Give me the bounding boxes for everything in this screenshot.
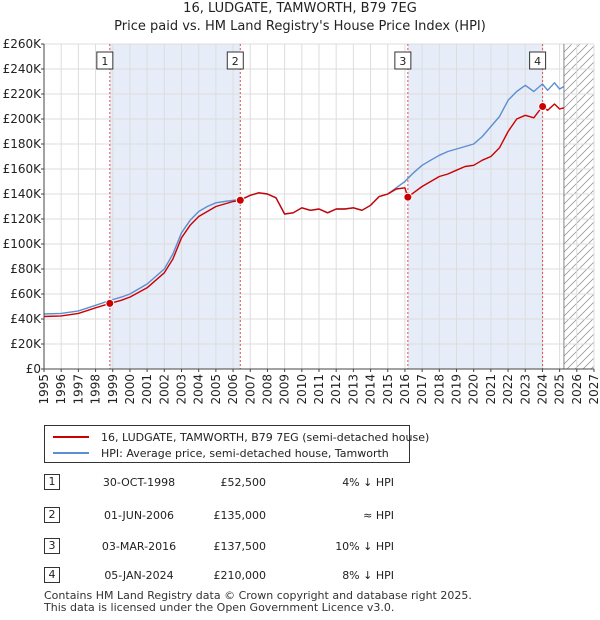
x-tick-label: 2017 [415,374,429,405]
legend-item-property: 16, LUDGATE, TAMWORTH, B79 7EG (semi-det… [53,429,429,445]
chart-title: 16, LUDGATE, TAMWORTH, B79 7EG [183,1,417,16]
sale-date: 01-JUN-2006 [103,509,175,522]
x-tick-label: 2025 [553,374,567,405]
footer-attribution: Contains HM Land Registry data © Crown c… [44,590,472,614]
sale-date: 05-JAN-2024 [104,569,174,582]
y-tick-label: £40K [10,312,42,326]
sale-date: 30-OCT-1998 [102,476,176,489]
y-tick-label: £120K [3,212,43,226]
x-tick-label: 2014 [364,374,378,405]
y-tick-label: £260K [3,37,43,51]
x-tick-label: 2007 [243,374,257,405]
x-tick-label: 2005 [209,374,223,405]
chart-title-block: 16, LUDGATE, TAMWORTH, B79 7EG Price pai… [0,0,600,36]
x-tick-label: 2008 [260,374,274,405]
x-tick-label: 2010 [295,374,309,405]
sale-hpi-delta: 8% ↓ HPI [342,569,394,582]
sale-number-badge: 3 [44,538,60,554]
price-chart: 1 2 3 4 £0 £20K £40K £60K £80K £100K £120K £140K £16… [3,37,600,405]
y-tick-label: £100K [3,237,43,251]
sale-annotation-box [529,51,547,70]
x-tick-label: 1996 [54,374,68,405]
sale-row: 4 05-JAN-2024 £210,000 8% ↓ HPI [44,565,564,585]
sale-annotation-box [226,51,244,70]
sale-point [235,195,245,205]
sale-annotation-box [394,51,412,70]
y-tick-label: £160K [3,162,43,176]
x-tick-label: 2012 [329,374,343,405]
x-tick-label: 2000 [123,374,137,405]
x-tick-label: 2004 [192,374,206,405]
x-tick-label: 2011 [312,374,326,405]
sale-hpi-delta: ≈ HPI [363,509,394,522]
sale-number-badge: 2 [44,507,60,523]
x-tick-label: 2026 [570,374,584,405]
y-tick-label: £220K [3,87,43,101]
x-tick-label: 1999 [106,374,120,405]
legend-item-hpi: HPI: Average price, semi-detached house,… [53,445,389,461]
sale-date: 03-MAR-2016 [101,540,177,553]
sale-row: 3 03-MAR-2016 £137,500 10% ↓ HPI [44,536,564,556]
x-tick-label: 2009 [278,374,292,405]
sale-price: £137,500 [213,540,267,553]
x-tick-label: 2016 [398,374,412,405]
sale-annotation-label: 1 [101,55,108,68]
ownership-shade [109,44,241,369]
x-tick-label: 2023 [518,374,532,405]
sale-price: £135,000 [213,509,267,522]
x-tick-label: 1997 [71,374,85,405]
x-tick-label: 2013 [346,374,360,405]
sale-price: £52,500 [220,476,267,489]
x-tick-label: 2015 [381,374,395,405]
sale-point [538,102,548,111]
sale-number-badge: 1 [44,474,60,490]
legend-swatch-property [53,436,89,438]
y-tick-label: £140K [3,187,43,201]
x-tick-label: 1998 [89,374,103,405]
x-tick-label: 2027 [587,374,600,405]
sale-annotation-label: 4 [534,55,541,68]
sale-annotation-label: 3 [399,55,406,68]
sale-hpi-delta: 10% ↓ HPI [335,540,394,553]
chart-subtitle: Price paid vs. HM Land Registry's House … [114,19,486,34]
sale-hpi-delta: 4% ↓ HPI [342,476,394,489]
chart-legend: 16, LUDGATE, TAMWORTH, B79 7EG (semi-det… [44,425,429,463]
x-tick-label: 2020 [467,374,481,405]
sale-annotation-box [96,51,114,70]
y-tick-label: £180K [3,137,43,151]
x-tick-label: 1995 [37,374,51,405]
x-tick-label: 2024 [535,374,549,405]
footer-licence: This data is licensed under the Open Gov… [44,601,395,614]
sale-number-badge: 4 [44,567,60,583]
footer-copyright: Contains HM Land Registry data © Crown c… [44,589,472,602]
legend-swatch-hpi [53,452,89,454]
x-tick-label: 2001 [140,374,154,405]
legend-label-hpi: HPI: Average price, semi-detached house,… [101,446,389,460]
x-tick-label: 2002 [157,374,171,405]
y-tick-label: £20K [10,337,42,351]
y-tick-label: £200K [3,112,43,126]
x-tick-label: 2003 [175,374,189,405]
sale-point [403,192,413,202]
sale-price: £210,000 [213,569,267,582]
projection-hatch [563,44,594,369]
sale-point [105,298,115,308]
sale-annotation-label: 2 [232,55,239,68]
x-tick-label: 2021 [484,374,498,405]
x-tick-label: 2019 [450,374,464,405]
sale-row: 2 01-JUN-2006 £135,000 ≈ HPI [44,505,564,525]
y-tick-label: £60K [10,287,42,301]
y-tick-label: £0 [26,362,41,376]
ownership-shade [407,44,543,369]
x-tick-label: 2022 [501,374,515,405]
x-tick-label: 2006 [226,374,240,405]
sale-row: 1 30-OCT-1998 £52,500 4% ↓ HPI [44,472,564,492]
property-price-line [43,103,565,318]
x-tick-label: 2018 [432,374,446,405]
legend-label-property: 16, LUDGATE, TAMWORTH, B79 7EG (semi-det… [101,430,430,444]
y-tick-label: £80K [10,262,42,276]
y-tick-label: £240K [3,62,43,76]
